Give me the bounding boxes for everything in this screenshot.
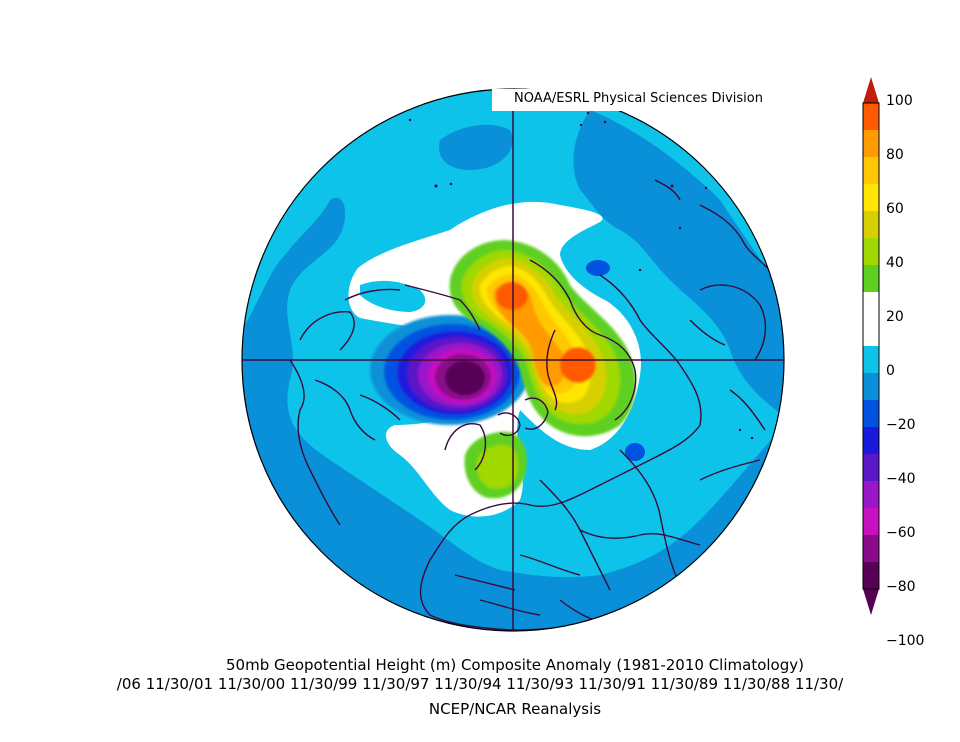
colorbar-swatch [863,508,879,535]
colorbar-tick-label: 40 [886,255,904,271]
colorbar-tick-label: 20 [886,309,904,325]
colorbar-tick-label: −80 [886,579,916,595]
colorbar-swatch [863,427,879,454]
colorbar-swatch [863,184,879,211]
colorbar-swatch [863,157,879,184]
neg30-regions [242,110,784,631]
colorbar-swatch [863,400,879,427]
colorbar-tick-label: 0 [886,363,895,379]
colorbar-swatch [863,292,879,319]
secondary-positive [464,431,527,499]
colorbar-tick-label: 60 [886,201,904,217]
credit-label: NOAA/ESRL Physical Sciences Division [514,91,763,106]
colorbar-swatch [863,346,879,373]
graticule-axes [242,89,784,631]
colorbar-swatch [863,103,879,130]
colorbar-tick-label: 100 [886,93,913,109]
small-islands [408,111,754,440]
colorbar-tick-label: 80 [886,147,904,163]
colorbar-swatch [863,535,879,562]
small-negative-lows [586,260,645,461]
colorbar-swatch [863,481,879,508]
colorbar-tick-label: −20 [886,417,916,433]
colorbar-swatch [863,130,879,157]
colorbar-swatch [863,562,879,589]
plot-title: 50mb Geopotential Height (m) Composite A… [226,656,804,674]
composite-dates: /06 11/30/01 11/30/00 11/30/99 11/30/97 … [116,675,844,693]
credit-box [492,89,782,111]
data-source: NCEP/NCAR Reanalysis [428,700,602,718]
negative-core [370,315,530,425]
colorbar-max-triangle [863,77,879,103]
colorbar-frame [862,102,880,590]
colorbar-swatch [863,238,879,265]
colorbar-swatch [863,319,879,346]
zero-band-reentrant [360,280,426,312]
colorbar-swatch [863,211,879,238]
colorbar-tick-label: −100 [886,633,925,649]
colorbar-swatch [863,265,879,292]
colorbar-swatch [863,454,879,481]
positive-core [449,240,636,437]
colorbar-swatch [863,373,879,400]
colorbar-min-triangle [863,589,879,615]
map-disk [242,89,784,631]
colorbar-tick-label: −60 [886,525,916,541]
colorbar [862,77,880,615]
colorbar-tick-label: −40 [886,471,916,487]
